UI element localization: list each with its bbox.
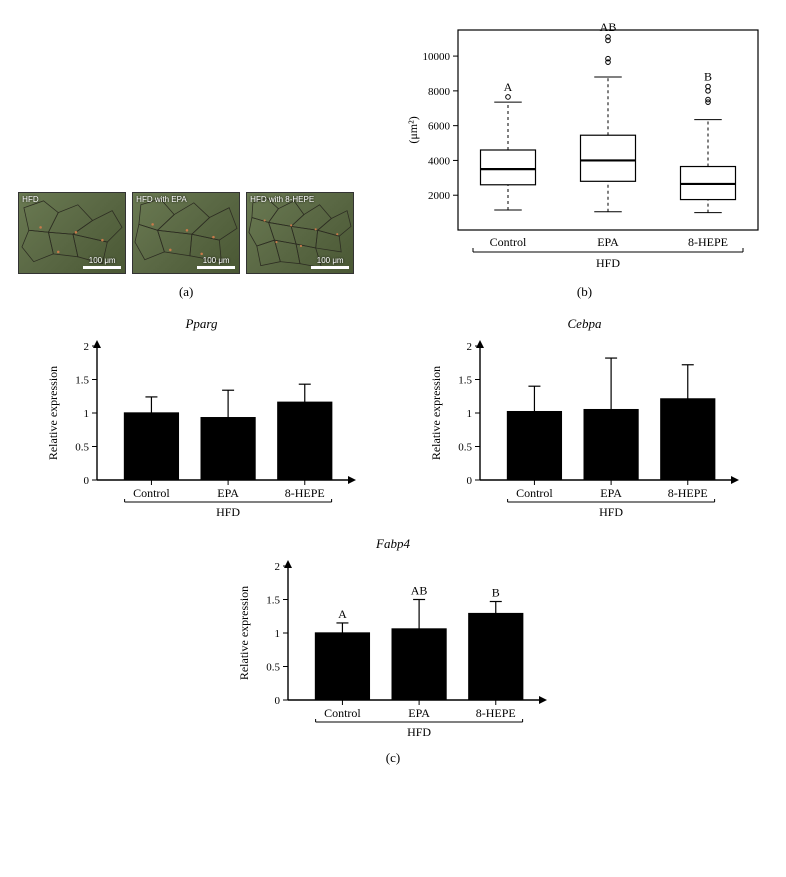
svg-text:0.5: 0.5 [75, 442, 89, 454]
scale-bar [197, 266, 235, 269]
panel-a-caption: (a) [179, 284, 193, 300]
svg-text:4000: 4000 [428, 155, 451, 167]
top-row: HFD 100 μm [10, 10, 776, 300]
svg-text:Control: Control [133, 486, 170, 500]
svg-text:2: 2 [466, 341, 472, 353]
svg-text:EPA: EPA [217, 486, 239, 500]
svg-text:0: 0 [466, 475, 472, 487]
svg-text:0.5: 0.5 [266, 662, 280, 674]
svg-text:B: B [492, 586, 500, 600]
micrograph-scale: 100 μm [197, 256, 235, 269]
svg-text:0: 0 [275, 695, 281, 707]
panel-c-caption: (c) [10, 750, 776, 766]
svg-text:8000: 8000 [428, 86, 451, 98]
svg-text:1.5: 1.5 [266, 595, 280, 607]
svg-text:Relative expression: Relative expression [429, 366, 443, 460]
micrograph-label: HFD with EPA [136, 195, 187, 204]
svg-text:0.5: 0.5 [458, 442, 472, 454]
micrograph-row: HFD 100 μm [18, 192, 354, 274]
svg-text:0: 0 [83, 475, 89, 487]
bar-panel-fabp4: Fabp4 0 0.5 1 1.5 2 Relative expression A Contr… [233, 536, 553, 744]
micrograph-8hepe: HFD with 8-HEPE 100 μm [246, 192, 354, 274]
svg-text:AB: AB [599, 20, 616, 34]
svg-text:B: B [703, 70, 711, 84]
bar-panel-pparg: Pparg 0 0.5 1 1.5 2 Relative expression Contro… [42, 316, 362, 524]
bar-row-1: Pparg 0 0.5 1 1.5 2 Relative expression Contro… [10, 316, 776, 524]
boxplot-chart: 2000 4000 6000 8000 10000 (μm²) Control A EPA AB 8… [400, 10, 770, 280]
scale-bar [311, 266, 349, 269]
svg-text:2000: 2000 [428, 190, 451, 202]
chart-title: Fabp4 [376, 536, 410, 552]
chart-title: Pparg [185, 316, 217, 332]
svg-text:A: A [338, 607, 347, 621]
svg-text:EPA: EPA [408, 706, 430, 720]
svg-text:1.5: 1.5 [75, 375, 89, 387]
svg-text:EPA: EPA [597, 235, 619, 249]
svg-text:2: 2 [275, 561, 281, 573]
bar-chart: 0 0.5 1 1.5 2 Relative expression A Control AB EP… [233, 554, 553, 744]
bar-row-2: Fabp4 0 0.5 1 1.5 2 Relative expression A Contr… [10, 536, 776, 744]
svg-text:2: 2 [83, 341, 89, 353]
svg-text:1: 1 [275, 628, 281, 640]
micrograph-epa: HFD with EPA 100 μm [132, 192, 240, 274]
scale-text: 100 μm [89, 256, 116, 265]
svg-text:AB: AB [411, 584, 428, 598]
bar-chart: 0 0.5 1 1.5 2 Relative expression Control EPA 8-… [42, 334, 362, 524]
scale-text: 100 μm [317, 256, 344, 265]
svg-text:8-HEPE: 8-HEPE [688, 235, 728, 249]
scale-bar [83, 266, 121, 269]
svg-text:HFD: HFD [595, 256, 619, 270]
svg-text:6000: 6000 [428, 121, 451, 133]
svg-text:8-HEPE: 8-HEPE [476, 706, 516, 720]
svg-text:Relative expression: Relative expression [237, 586, 251, 680]
micrograph-label: HFD with 8-HEPE [250, 195, 314, 204]
svg-text:8-HEPE: 8-HEPE [284, 486, 324, 500]
svg-text:8-HEPE: 8-HEPE [667, 486, 707, 500]
bar-chart: 0 0.5 1 1.5 2 Relative expression Control EPA 8-… [425, 334, 745, 524]
micrograph-scale: 100 μm [311, 256, 349, 269]
figure: HFD 100 μm [10, 10, 776, 766]
micrograph-hfd: HFD 100 μm [18, 192, 126, 274]
svg-text:10000: 10000 [422, 51, 450, 63]
svg-text:Control: Control [489, 235, 526, 249]
svg-text:Control: Control [516, 486, 553, 500]
svg-text:1: 1 [466, 408, 472, 420]
bar-panel-cebpa: Cebpa 0 0.5 1 1.5 2 Relative expression Contro… [425, 316, 745, 524]
svg-text:HFD: HFD [599, 505, 623, 519]
panel-a: HFD 100 μm [10, 192, 362, 300]
svg-text:HFD: HFD [407, 725, 431, 739]
svg-text:(μm²): (μm²) [406, 116, 420, 143]
scale-text: 100 μm [203, 256, 230, 265]
svg-text:A: A [503, 80, 512, 94]
svg-text:EPA: EPA [600, 486, 622, 500]
panel-b-caption: (b) [577, 284, 592, 300]
svg-text:Control: Control [324, 706, 361, 720]
micrograph-scale: 100 μm [83, 256, 121, 269]
svg-text:1: 1 [83, 408, 89, 420]
svg-text:1.5: 1.5 [458, 375, 472, 387]
svg-text:Relative expression: Relative expression [46, 366, 60, 460]
svg-text:HFD: HFD [216, 505, 240, 519]
micrograph-label: HFD [22, 195, 38, 204]
chart-title: Cebpa [568, 316, 602, 332]
panel-b: 2000 4000 6000 8000 10000 (μm²) Control A EPA AB 8… [393, 10, 776, 300]
